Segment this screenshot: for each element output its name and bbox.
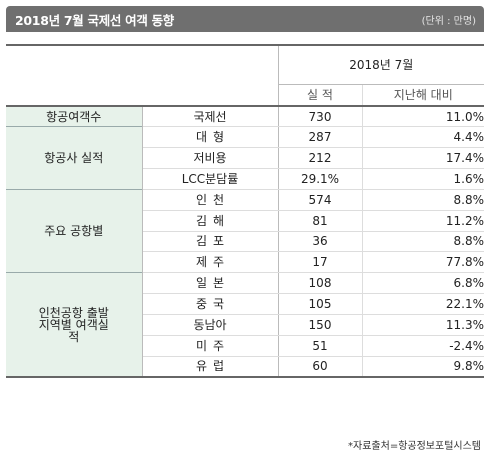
row-yoy: 6.8% — [361, 272, 485, 295]
table-row: 항공여객수 국제선 730 11.0% — [6, 106, 485, 128]
row-value: 51 — [277, 335, 362, 357]
table-row: 주요 공항별 인천 574 8.8% — [6, 188, 485, 273]
header-period: 2018년 7월 — [277, 44, 485, 85]
table-row: 김해 81 11.2% — [6, 210, 485, 232]
table-row: 김포 36 8.8% — [6, 231, 485, 253]
table-title: 2018년 7월 국제선 여객 동향 — [15, 12, 174, 28]
header-row-period: 2018년 7월 — [6, 44, 485, 107]
passenger-table: 2018년 7월 실 적 지난해 대비 항공여객수 국제선 730 11.0% … — [6, 44, 485, 378]
row-label: LCC분담률 — [142, 168, 278, 190]
group-label-text: 인천공항 출발 지역별 여객실적 — [38, 305, 109, 344]
row-label: 인천 — [142, 188, 278, 211]
row-yoy: 11.3% — [361, 314, 485, 336]
row-label: 대형 — [142, 126, 278, 149]
unit-label: (단위 : 만명) — [421, 15, 476, 27]
header-actual: 실 적 — [277, 84, 362, 107]
header-yoy: 지난해 대비 — [361, 84, 485, 107]
table-row: 유럽 60 9.8% — [6, 356, 485, 378]
row-label: 김포 — [142, 231, 278, 253]
row-value: 574 — [277, 188, 362, 211]
source-note: *자료출처=항공정보포털시스템 — [348, 441, 481, 452]
row-yoy: 77.8% — [361, 251, 485, 274]
row-value: 105 — [277, 293, 362, 315]
row-value: 36 — [277, 231, 362, 253]
table-row: 동남아 150 11.3% — [6, 314, 485, 336]
row-yoy: -2.4% — [361, 335, 485, 357]
row-value: 29.1% — [277, 168, 362, 190]
row-value: 60 — [277, 356, 362, 378]
header-row-columns: 실 적 지난해 대비 — [6, 84, 485, 107]
row-yoy: 22.1% — [361, 293, 485, 315]
group-label: 인천공항 출발 지역별 여객실적 — [6, 272, 143, 378]
row-yoy: 11.0% — [361, 106, 485, 128]
row-value: 150 — [277, 314, 362, 336]
row-label: 저비용 — [142, 147, 278, 170]
row-yoy: 4.4% — [361, 126, 485, 149]
row-yoy: 1.6% — [361, 168, 485, 190]
row-value: 108 — [277, 272, 362, 295]
table-row: 제주 17 77.8% — [6, 251, 485, 274]
row-label: 동남아 — [142, 314, 278, 336]
row-yoy: 8.8% — [361, 231, 485, 253]
table-row: 중국 105 22.1% — [6, 293, 485, 315]
row-label: 일본 — [142, 272, 278, 295]
row-value: 287 — [277, 126, 362, 149]
table-row: 저비용 212 17.4% — [6, 147, 485, 170]
row-label: 국제선 — [142, 106, 278, 128]
row-yoy: 9.8% — [361, 356, 485, 378]
title-bar: 2018년 7월 국제선 여객 동향 (단위 : 만명) — [6, 6, 484, 32]
group-label: 항공여객수 — [6, 106, 143, 127]
row-label: 중국 — [142, 293, 278, 315]
row-label: 미주 — [142, 335, 278, 357]
row-value: 730 — [277, 106, 362, 128]
row-value: 17 — [277, 251, 362, 274]
row-yoy: 17.4% — [361, 147, 485, 170]
row-label: 김해 — [142, 210, 278, 232]
row-label: 제주 — [142, 251, 278, 274]
row-yoy: 11.2% — [361, 210, 485, 232]
row-yoy: 8.8% — [361, 188, 485, 211]
row-value: 212 — [277, 147, 362, 170]
table-row: 항공사 실적 대형 287 4.4% — [6, 126, 485, 190]
row-label: 유럽 — [142, 356, 278, 378]
table-row: 인천공항 출발 지역별 여객실적 일본 108 6.8% — [6, 272, 485, 378]
row-value: 81 — [277, 210, 362, 232]
header-blank — [6, 44, 278, 107]
group-label: 항공사 실적 — [6, 126, 143, 190]
table-row: 미주 51 -2.4% — [6, 335, 485, 357]
group-label: 주요 공항별 — [6, 188, 143, 273]
